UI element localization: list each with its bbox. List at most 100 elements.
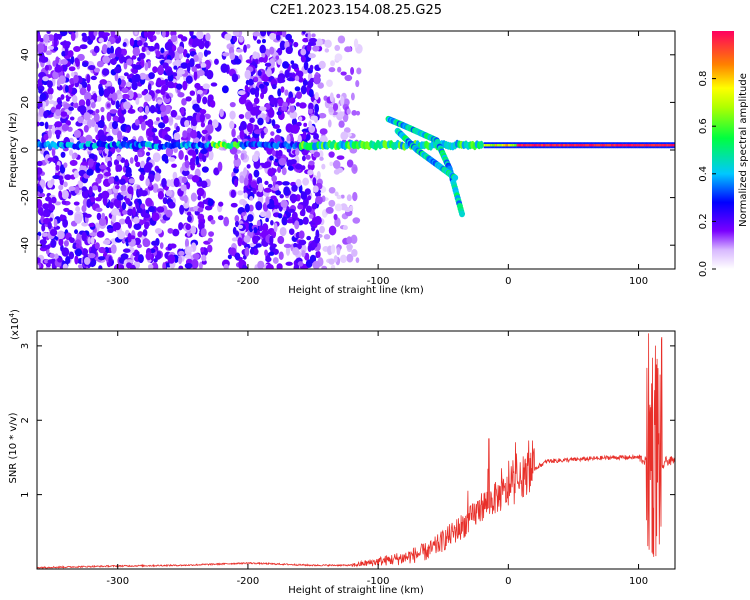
spectrogram-cell [44,64,50,71]
spectrogram-cell [126,262,132,269]
spectrogram-cell [74,186,80,194]
carrier-band-segment [644,144,647,147]
spectrogram-cell [173,65,178,70]
spectrogram-cell [92,185,98,191]
spectrogram-cell [37,62,40,69]
spectrogram-cell [313,74,321,85]
spectrogram-cell [60,94,65,100]
spectrogram-cell [292,247,300,256]
spectrogram-cell [118,115,125,124]
spectrogram-cell [256,39,262,44]
spectrogram-cell [148,130,153,138]
spectrogram-cell [75,58,80,67]
spectrogram-cell [313,151,321,158]
carrier-band-segment [613,144,616,147]
spectrogram-cell [184,120,190,128]
spectrogram-cell [64,85,69,93]
spectrogram-cell [459,210,466,218]
spectrogram-cell [265,263,274,269]
spectrogram-cell [170,109,178,118]
spectrogram-cell [178,222,184,231]
spectrogram-cell [330,60,336,67]
spectrogram-cell [103,171,112,177]
carrier-band-segment [523,144,526,147]
spectrogram-cell [69,237,75,244]
spectrogram-cell [147,83,152,91]
spectrogram-cell [67,209,74,216]
spectrogram-cell [248,222,254,233]
spectrogram-cell [134,31,138,35]
spectrogram-cell [251,153,259,162]
spectrogram-cell [337,111,345,118]
spectrogram-cell [241,212,246,217]
spectrogram-cell [296,121,302,127]
spectrogram-cell [355,110,361,116]
spectrogram-cell [153,137,159,145]
snr-y-tick-label: 3 [20,343,31,349]
spectrogram-cell [274,150,280,158]
spectrogram-cell [78,136,87,145]
spectrogram-cell [270,131,275,136]
spectrogram-cell [125,81,132,87]
spectrogram-cell [203,49,208,57]
spectrogram-cell [248,204,254,212]
carrier-band-segment [635,144,638,147]
spectrogram-cell [233,178,239,188]
spectrogram-cell [79,87,87,96]
spectrogram-cell [340,194,345,199]
spectrogram-cell [141,90,147,96]
spectrogram-cell [45,262,51,268]
spectrogram-cell [303,122,308,127]
spectrogram-cell [147,136,154,142]
spectrogram-cell [279,194,284,199]
spectrogram-cell [114,34,119,39]
spectrogram-cell [142,229,148,237]
spectrogram-cell [145,197,153,207]
spectrogram-cell [196,187,205,197]
spectrogram-cell [298,239,307,246]
spectrogram-cell [265,196,270,206]
spectrogram-cell [302,37,310,43]
spectrogram-cell [164,41,173,51]
spectrogram-cell [87,236,92,245]
spectrogram-cell [300,85,307,95]
spectrogram-cell [260,130,265,139]
spectrogram-cell [334,44,341,52]
spectrogram-cell [135,161,141,168]
carrier-band-segment [573,144,577,147]
spectrogram-cell [109,201,114,209]
spectrogram-cell [229,52,236,60]
spectrogram-cell [240,153,245,161]
spectrogram-cell [72,94,78,104]
spectrogram-cell [207,244,213,253]
spectrogram-x-tick-label: -200 [237,276,260,287]
spectrogram-cell [161,177,167,188]
spectrogram-cell [140,160,146,169]
carrier-band-segment [584,144,588,147]
spectrogram-cell [159,80,166,86]
carrier-band-segment [578,144,581,147]
spectrogram-cell [327,119,332,128]
spectrogram-cell [243,178,249,186]
spectrogram-cell [315,38,323,47]
spectrogram-cell [269,235,274,245]
spectrogram-cell [194,82,201,89]
spectrogram-cell [258,106,267,112]
spectrogram-cell [177,34,184,39]
spectrogram-cell [233,35,238,43]
spectrogram-cell [344,206,351,213]
spectrogram-cell [281,181,290,186]
spectrogram-cell [277,58,283,65]
spectrogram-cell [39,38,44,43]
spectrogram-cell [315,229,320,239]
spectrogram-cell [452,174,459,181]
spectrogram-cell [110,31,116,38]
spectrogram-cell [207,135,212,141]
spectrogram-cell [275,190,282,196]
spectrogram-cell [37,191,41,196]
snr-background [37,331,675,569]
spectrogram-cell [157,99,163,105]
spectrogram-cell [184,262,193,269]
spectrogram-cell [95,197,102,202]
